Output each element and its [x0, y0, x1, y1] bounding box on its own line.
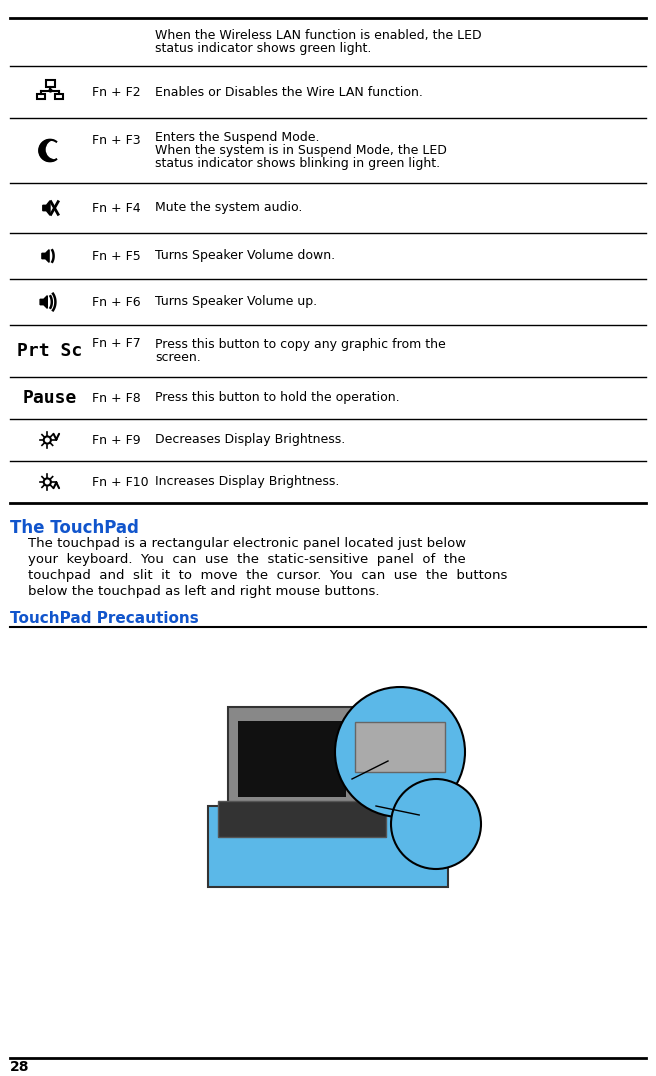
Text: Fn + F8: Fn + F8 [92, 392, 141, 405]
Text: Fn + F7: Fn + F7 [92, 337, 141, 350]
Text: Mute the system audio.: Mute the system audio. [155, 201, 302, 214]
Text: When the Wireless LAN function is enabled, the LED: When the Wireless LAN function is enable… [155, 29, 482, 42]
Text: Increases Display Brightness.: Increases Display Brightness. [155, 476, 339, 489]
Bar [228, 707, 360, 806]
Bar [55, 94, 62, 99]
Text: Fn + F3: Fn + F3 [92, 134, 140, 147]
Text: touchpad  and  slit  it  to  move  the  cursor.  You  can  use  the  buttons: touchpad and slit it to move the cursor.… [28, 569, 507, 582]
Bar [238, 721, 346, 797]
Text: Enters the Suspend Mode.: Enters the Suspend Mode. [155, 131, 319, 144]
Bar [45, 81, 54, 86]
Bar [208, 806, 448, 887]
Text: TouchPad Precautions: TouchPad Precautions [10, 611, 199, 626]
Text: your  keyboard.  You  can  use  the  static-sensitive  panel  of  the: your keyboard. You can use the static-se… [28, 553, 466, 566]
Polygon shape [40, 296, 47, 309]
Wedge shape [39, 140, 55, 161]
Polygon shape [42, 250, 49, 263]
Bar [355, 722, 445, 771]
Text: The touchpad is a rectangular electronic panel located just below: The touchpad is a rectangular electronic… [28, 537, 466, 550]
Polygon shape [43, 201, 50, 215]
Text: The TouchPad: The TouchPad [10, 519, 139, 537]
Text: Fn + F6: Fn + F6 [92, 296, 140, 309]
Circle shape [335, 686, 465, 817]
Text: Fn + F9: Fn + F9 [92, 434, 140, 447]
Text: Prt Sc: Prt Sc [17, 342, 83, 360]
Text: When the system is in Suspend Mode, the LED: When the system is in Suspend Mode, the … [155, 144, 447, 157]
Bar [37, 94, 45, 99]
Text: Fn + F10: Fn + F10 [92, 476, 149, 489]
Text: Press this button to hold the operation.: Press this button to hold the operation. [155, 392, 400, 405]
Text: Press this button to copy any graphic from the: Press this button to copy any graphic fr… [155, 338, 445, 351]
Text: Decreases Display Brightness.: Decreases Display Brightness. [155, 434, 345, 447]
Text: Turns Speaker Volume down.: Turns Speaker Volume down. [155, 250, 335, 263]
Text: status indicator shows green light.: status indicator shows green light. [155, 42, 371, 55]
Circle shape [47, 141, 64, 158]
Text: Pause: Pause [23, 390, 77, 407]
Text: below the touchpad as left and right mouse buttons.: below the touchpad as left and right mou… [28, 585, 380, 598]
Text: status indicator shows blinking in green light.: status indicator shows blinking in green… [155, 157, 440, 170]
Bar [218, 801, 386, 837]
Text: Turns Speaker Volume up.: Turns Speaker Volume up. [155, 296, 317, 309]
Text: Fn + F5: Fn + F5 [92, 250, 141, 263]
Text: Fn + F4: Fn + F4 [92, 201, 140, 214]
Text: Enables or Disables the Wire LAN function.: Enables or Disables the Wire LAN functio… [155, 85, 423, 99]
Text: screen.: screen. [155, 351, 201, 364]
Text: Fn + F2: Fn + F2 [92, 85, 140, 99]
Text: 28: 28 [10, 1060, 30, 1074]
Circle shape [391, 779, 481, 869]
